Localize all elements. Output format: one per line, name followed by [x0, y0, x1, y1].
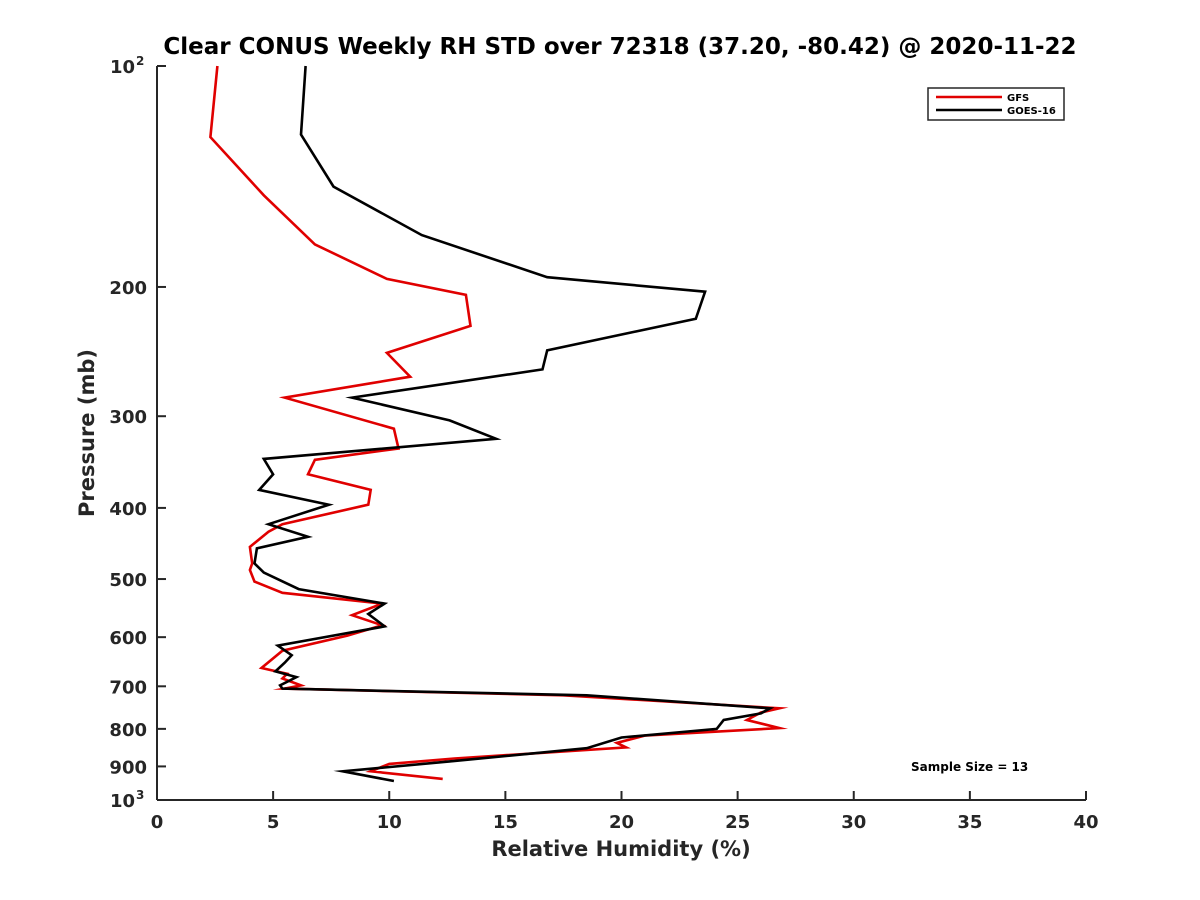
x-tick-label: 5 — [267, 812, 280, 833]
y-tick-label: 600 — [109, 628, 147, 649]
y-tick-label: 200 — [109, 278, 147, 299]
series-line-gfs — [209, 65, 789, 781]
y-tick-label: 400 — [109, 499, 147, 520]
x-tick-label: 0 — [151, 812, 164, 833]
x-tick-label: 30 — [841, 812, 866, 833]
plot-lines — [209, 65, 789, 783]
legend-label-gfs: GFS — [1007, 93, 1029, 104]
y-tick-label: 300 — [109, 407, 147, 428]
x-axis-ticks: 0 5 10 15 20 25 30 35 40 — [151, 791, 1099, 833]
x-tick-label: 20 — [609, 812, 634, 833]
y-tick-exponent: 2 — [136, 54, 144, 68]
x-axis-label: Relative Humidity (%) — [491, 837, 750, 861]
legend-box — [927, 87, 1065, 121]
x-tick-label: 35 — [957, 812, 982, 833]
legend-label-goes16: GOES-16 — [1007, 106, 1056, 117]
sample-size-annotation: Sample Size = 13 — [911, 760, 1028, 774]
chart-title: Clear CONUS Weekly RH STD over 72318 (37… — [163, 34, 1076, 60]
x-tick-label: 25 — [725, 812, 750, 833]
x-tick-label: 10 — [377, 812, 402, 833]
y-tick-label: 700 — [109, 677, 147, 698]
y-tick-label: 10 — [110, 791, 135, 812]
y-tick-exponent: 3 — [136, 788, 144, 802]
x-tick-label: 40 — [1073, 812, 1098, 833]
series-line-goes16 — [253, 65, 775, 783]
y-tick-label: 900 — [109, 757, 147, 778]
x-tick-label: 15 — [493, 812, 518, 833]
y-tick-label: 10 — [110, 57, 135, 78]
legend: GFS GOES-16 — [927, 87, 1065, 121]
y-tick-label: 800 — [109, 720, 147, 741]
y-tick-label: 500 — [109, 570, 147, 591]
y-axis-label: Pressure (mb) — [75, 349, 99, 517]
